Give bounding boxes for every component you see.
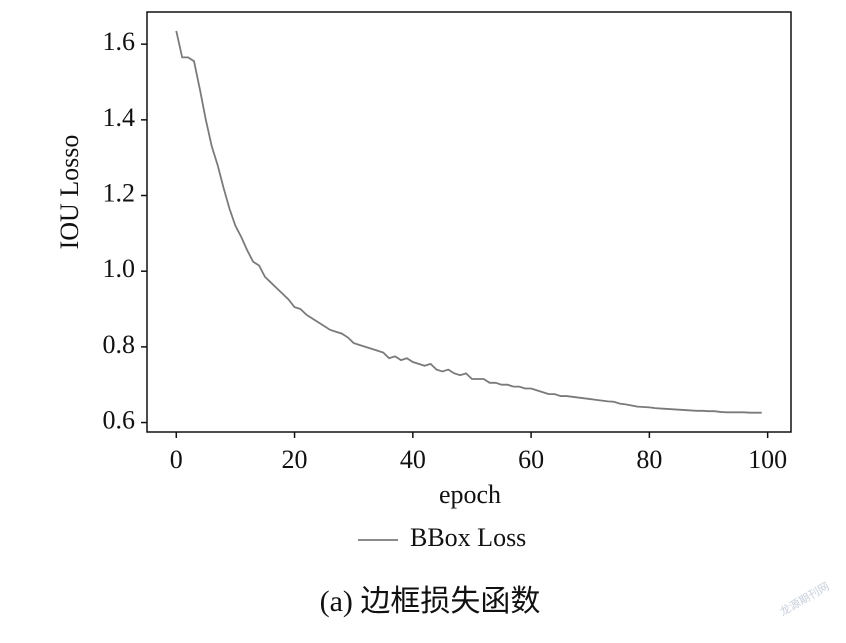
x-tick-label: 40 bbox=[400, 445, 426, 474]
x-tick-label: 60 bbox=[518, 445, 544, 474]
y-tick-label: 0.8 bbox=[103, 330, 136, 359]
x-tick-label: 100 bbox=[748, 445, 787, 474]
watermark: 龙源期刊网 bbox=[777, 579, 832, 619]
y-tick-label: 1.4 bbox=[103, 103, 136, 132]
x-tick-label: 0 bbox=[170, 445, 183, 474]
caption: (a) 边框损失函数 bbox=[320, 585, 541, 618]
y-axis-label: IOU Losso bbox=[55, 135, 84, 250]
x-tick-label: 20 bbox=[282, 445, 308, 474]
y-tick-label: 0.6 bbox=[103, 406, 136, 435]
legend-label: BBox Loss bbox=[410, 523, 526, 552]
y-tick-label: 1.2 bbox=[103, 178, 136, 207]
y-tick-label: 1.6 bbox=[103, 27, 136, 56]
plot-frame bbox=[146, 11, 792, 433]
x-tick-label: 80 bbox=[636, 445, 662, 474]
data-line bbox=[175, 30, 762, 414]
x-axis-label: epoch bbox=[439, 480, 501, 509]
y-tick-label: 1.0 bbox=[103, 254, 136, 283]
